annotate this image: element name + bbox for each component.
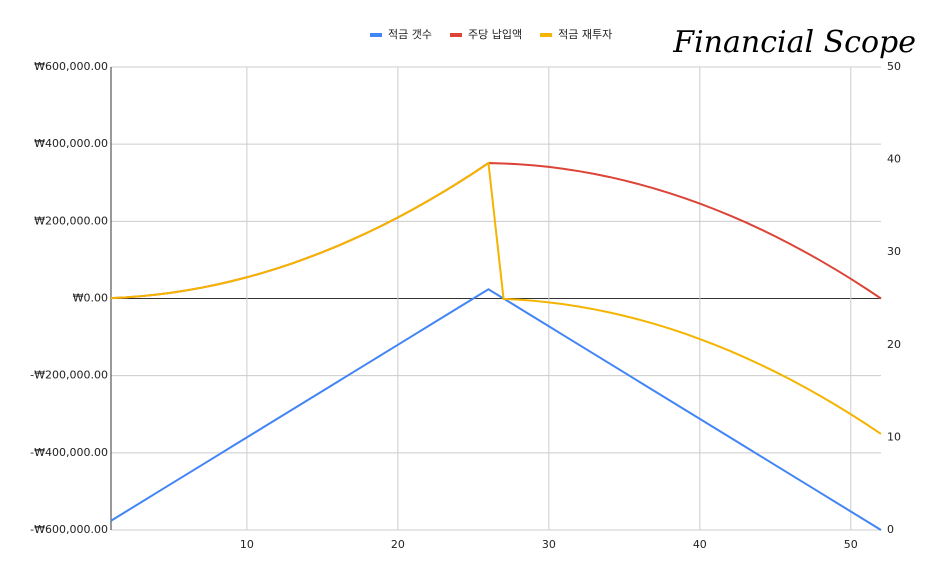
y-tick-label: ₩600,000.00 [34, 60, 108, 73]
y2-tick-label: 40 [887, 153, 901, 166]
y-tick-label: -₩600,000.00 [30, 523, 108, 536]
y2-tick-label: 30 [887, 245, 901, 258]
legend-label: 적금 재투자 [558, 28, 612, 41]
y-tick-label: ₩400,000.00 [34, 137, 108, 150]
y-tick-label: ₩200,000.00 [34, 214, 108, 227]
legend-label: 적금 갯수 [388, 28, 432, 41]
y2-tick-label: 20 [887, 338, 901, 351]
brand: Financial Scope [672, 25, 916, 60]
x-tick-label: 30 [542, 538, 556, 551]
legend-swatch [540, 33, 553, 37]
x-tick-label: 10 [240, 538, 254, 551]
x-tick-label: 40 [693, 538, 707, 551]
series-line [110, 161, 882, 435]
legend-label: 주당 납입액 [468, 28, 522, 41]
y-tick-label: -₩200,000.00 [30, 369, 108, 382]
y-tick-label: -₩400,000.00 [30, 446, 108, 459]
legend-swatch [449, 33, 462, 37]
legend-swatch [370, 33, 382, 37]
x-tick-label: 50 [844, 538, 858, 551]
x-tick-label: 20 [391, 538, 405, 551]
y2-tick-label: 50 [887, 60, 901, 73]
y-tick-label: ₩0.00 [73, 292, 108, 305]
y2-tick-label: 0 [887, 523, 894, 536]
y2-tick-label: 10 [887, 430, 901, 443]
series-line [110, 288, 882, 531]
